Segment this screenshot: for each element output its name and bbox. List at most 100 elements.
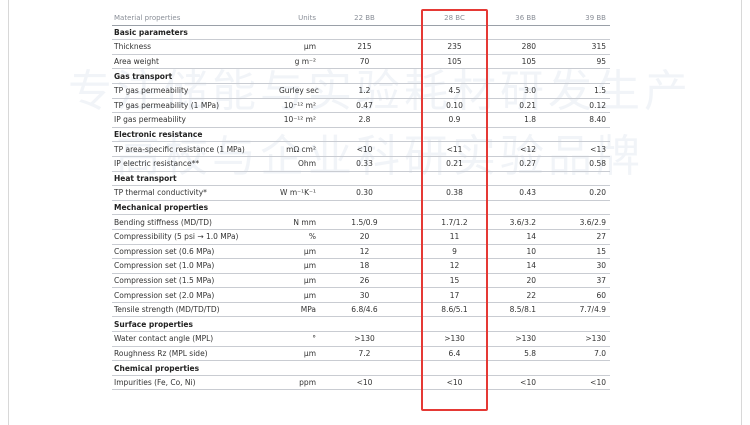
cell: 5.8 (502, 346, 552, 362)
cell: Impurities (Fe, Co, Ni) (112, 375, 277, 391)
data-row: Area weight g m⁻² 70 105 105 95 (112, 54, 610, 70)
cell: 15 (552, 244, 610, 260)
section-row: Basic parameters (112, 25, 610, 41)
cell: 1.5/0.9 (322, 214, 407, 230)
cell: Compression set (1.0 MPa) (112, 258, 277, 274)
cell: Compressibility (5 psi → 1.0 MPa) (112, 229, 277, 245)
cell: Tensile strength (MD/TD/TD) (112, 302, 277, 318)
cell: TP gas permeability (1 MPa) (112, 98, 277, 114)
data-row: IP electric resistance** Ohm 0.33 0.21 0.27 0… (112, 156, 610, 172)
section-row: Mechanical properties (112, 200, 610, 216)
cell: ppm (277, 375, 322, 391)
cell: 6.8/4.6 (322, 302, 407, 318)
cell: 0.38 (407, 185, 502, 201)
cell: 30 (322, 287, 407, 303)
cell: W m⁻¹K⁻¹ (277, 185, 322, 201)
cell: 30 (552, 258, 610, 274)
cell: TP area-specific resistance (1 MPa) (112, 141, 277, 157)
cell: Area weight (112, 54, 277, 70)
cell: 12 (322, 244, 407, 260)
cell: <10 (322, 375, 407, 391)
cell: 0.43 (502, 185, 552, 201)
cell: 0.20 (552, 185, 610, 201)
section-row: Surface properties (112, 316, 610, 333)
cell: <10 (502, 375, 552, 391)
cell: 37 (552, 273, 610, 289)
cell: 8.40 (552, 112, 610, 128)
cell: 95 (552, 54, 610, 70)
data-row: Compression set (1.5 MPa) µm 26 15 20 37 (112, 273, 610, 289)
cell: 280 (502, 39, 552, 55)
cell: Roughness Rz (MPL side) (112, 346, 277, 362)
header-cell: Units (277, 11, 322, 26)
data-row: Bending stiffness (MD/TD) N mm 1.5/0.9 1.7/… (112, 214, 610, 230)
section-title: Basic parameters (112, 25, 610, 41)
cell: 18 (322, 258, 407, 274)
cell: 0.47 (322, 98, 407, 114)
cell: 9 (407, 244, 502, 260)
data-row: Thickness µm 215 235 280 315 (112, 39, 610, 55)
cell: 70 (322, 54, 407, 70)
cell: 0.12 (552, 98, 610, 114)
cell: <10 (552, 375, 610, 391)
section-row: Chemical properties (112, 360, 610, 376)
cell: Compression set (0.6 MPa) (112, 244, 277, 260)
cell: TP gas permeability (112, 83, 277, 99)
data-row: Roughness Rz (MPL side) µm 7.2 6.4 5.8 7.0 (112, 346, 610, 362)
cell: 17 (407, 287, 502, 303)
cell: IP electric resistance** (112, 156, 277, 172)
header-cell: 36 BB (502, 11, 552, 26)
cell: µm (277, 346, 322, 362)
cell: 60 (552, 287, 610, 303)
cell: Thickness (112, 39, 277, 55)
cell: 27 (552, 229, 610, 245)
cell: Compression set (1.5 MPa) (112, 273, 277, 289)
cell: 20 (502, 273, 552, 289)
cell: IP gas permeability (112, 112, 277, 128)
cell: mΩ cm² (277, 141, 322, 157)
section-row: Gas transport (112, 68, 610, 84)
cell: N mm (277, 214, 322, 230)
properties-table: Material properties Units 22 BB 28 BC 36 BB 3… (112, 11, 610, 391)
cell: µm (277, 273, 322, 289)
cell: 1.7/1.2 (407, 214, 502, 230)
cell: >130 (407, 331, 502, 347)
cell: >130 (322, 331, 407, 347)
data-row: Compression set (1.0 MPa) µm 18 12 14 30 (112, 258, 610, 274)
cell: >130 (552, 331, 610, 347)
cell: 7.7/4.9 (552, 302, 610, 318)
highlight-box (421, 9, 488, 411)
cell: Compression set (2.0 MPa) (112, 287, 277, 303)
data-row: Tensile strength (MD/TD/TD) MPa 6.8/4.6 8.6… (112, 302, 610, 318)
cell: <11 (407, 141, 502, 157)
cell: <10 (407, 375, 502, 391)
cell: 3.6/2.9 (552, 214, 610, 230)
header-cell: 22 BB (322, 11, 407, 26)
cell: 0.30 (322, 185, 407, 201)
cell: 315 (552, 39, 610, 55)
cell: 235 (407, 39, 502, 55)
cell: 8.6/5.1 (407, 302, 502, 318)
cell: µm (277, 244, 322, 260)
cell: Ohm (277, 156, 322, 172)
cell: <12 (502, 141, 552, 157)
section-row: Heat transport (112, 171, 610, 187)
cell: 1.5 (552, 83, 610, 99)
cell: g m⁻² (277, 54, 322, 70)
header-cell: Material properties (112, 11, 277, 26)
header-row: Material properties Units 22 BB 28 BC 36 BB 3… (112, 11, 610, 26)
data-row: Compression set (0.6 MPa) µm 12 9 10 15 (112, 244, 610, 260)
cell: % (277, 229, 322, 245)
section-title: Surface properties (112, 316, 610, 333)
cell: 3.6/3.2 (502, 214, 552, 230)
cell: 10⁻¹² m² (277, 112, 322, 128)
edge (8, 0, 9, 425)
cell: MPa (277, 302, 322, 318)
cell: 10 (502, 244, 552, 260)
section-title: Electronic resistance (112, 127, 610, 143)
cell: 0.33 (322, 156, 407, 172)
cell: 1.2 (322, 83, 407, 99)
cell: 11 (407, 229, 502, 245)
cell: 15 (407, 273, 502, 289)
